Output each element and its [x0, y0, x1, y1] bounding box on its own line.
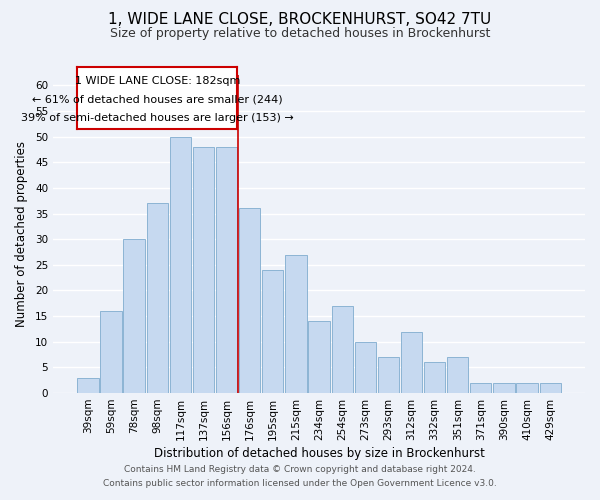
Bar	[470, 383, 491, 393]
Bar	[424, 362, 445, 393]
Bar	[517, 383, 538, 393]
Bar	[124, 239, 145, 393]
Bar	[262, 270, 283, 393]
Bar	[285, 254, 307, 393]
Bar	[401, 332, 422, 393]
Bar	[77, 378, 98, 393]
X-axis label: Distribution of detached houses by size in Brockenhurst: Distribution of detached houses by size …	[154, 447, 484, 460]
Bar	[216, 147, 237, 393]
Bar	[355, 342, 376, 393]
Bar	[146, 204, 168, 393]
Bar	[239, 208, 260, 393]
Bar	[332, 306, 353, 393]
Bar	[100, 311, 122, 393]
Bar	[447, 357, 469, 393]
Bar	[170, 136, 191, 393]
Bar	[193, 147, 214, 393]
Text: Size of property relative to detached houses in Brockenhurst: Size of property relative to detached ho…	[110, 28, 490, 40]
Bar	[539, 383, 561, 393]
Text: Contains HM Land Registry data © Crown copyright and database right 2024.
Contai: Contains HM Land Registry data © Crown c…	[103, 466, 497, 487]
Bar	[378, 357, 399, 393]
Text: 1, WIDE LANE CLOSE, BROCKENHURST, SO42 7TU: 1, WIDE LANE CLOSE, BROCKENHURST, SO42 7…	[109, 12, 491, 28]
Y-axis label: Number of detached properties: Number of detached properties	[15, 141, 28, 327]
Bar	[308, 321, 329, 393]
Bar	[493, 383, 515, 393]
